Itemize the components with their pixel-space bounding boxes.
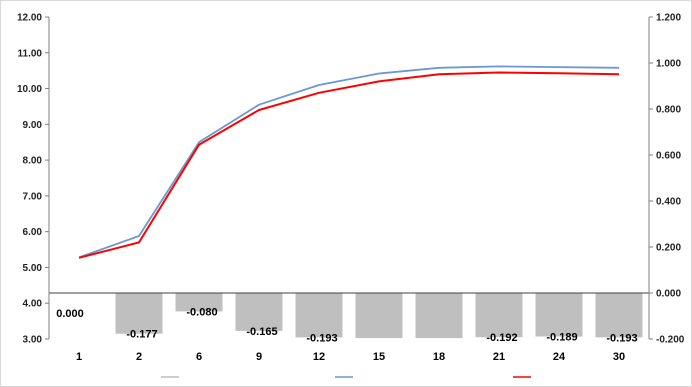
line-series-2 [78, 71, 620, 259]
x-tick-label-1: 1 [76, 351, 82, 363]
bar-6 [175, 293, 223, 312]
bar-18 [415, 293, 463, 339]
x-tick-label-24: 24 [553, 351, 566, 363]
left-tick-label: 7.00 [23, 191, 43, 202]
data-label-9: -0.165 [246, 326, 277, 338]
x-tick-label-9: 9 [256, 351, 262, 363]
right-tick-label: 1.200 [656, 13, 681, 24]
labels-layer: 0.000 -0.177 -0.080 -0.165 -0.193 -0.192 -0.18… [56, 306, 637, 344]
x-tick-label-30: 30 [613, 351, 625, 363]
axes-layer: 3.004.005.006.007.008.009.0010.0011.0012… [17, 13, 685, 364]
x-tick-label-6: 6 [196, 351, 202, 363]
x-tick-label-21: 21 [493, 351, 505, 363]
bar-30 [595, 293, 643, 338]
bar-2 [115, 293, 163, 334]
line-series-1 [78, 65, 620, 259]
left-tick-label: 4.00 [23, 299, 43, 310]
right-tick-label: -0.200 [656, 335, 685, 346]
data-label-24: -0.189 [546, 331, 577, 343]
data-label-1: 0.000 [56, 308, 84, 320]
data-label-12: -0.193 [306, 332, 337, 344]
left-tick-label: 8.00 [23, 156, 43, 167]
bar-24 [535, 293, 583, 337]
x-tick-label-15: 15 [373, 351, 385, 363]
bar-12 [295, 293, 343, 338]
bar-21 [475, 293, 523, 338]
data-label-30: -0.193 [606, 332, 637, 344]
data-label-21: -0.192 [486, 332, 517, 344]
right-tick-label: 0.600 [656, 151, 681, 162]
right-tick-label: 0.400 [656, 197, 681, 208]
data-label-2: -0.177 [126, 329, 157, 341]
left-tick-label: 9.00 [23, 120, 43, 131]
x-tick-label-2: 2 [136, 351, 142, 363]
bar-15 [355, 293, 403, 339]
left-tick-label: 5.00 [23, 263, 43, 274]
left-tick-label: 10.00 [17, 84, 42, 95]
right-tick-label: 0.800 [656, 105, 681, 116]
left-tick-label: 6.00 [23, 227, 43, 238]
left-tick-label: 3.00 [23, 335, 43, 346]
x-tick-label-12: 12 [313, 351, 325, 363]
right-tick-label: 1.000 [656, 59, 681, 70]
x-tick-label-18: 18 [433, 351, 445, 363]
left-tick-label: 11.00 [18, 48, 43, 59]
bars-layer [115, 293, 643, 339]
right-tick-label: 0.200 [656, 243, 681, 254]
lines-layer [78, 65, 620, 259]
right-tick-label: 0.000 [656, 289, 681, 300]
data-label-6: -0.080 [186, 306, 217, 318]
left-tick-label: 12.00 [17, 13, 42, 24]
bar-9 [235, 293, 283, 331]
